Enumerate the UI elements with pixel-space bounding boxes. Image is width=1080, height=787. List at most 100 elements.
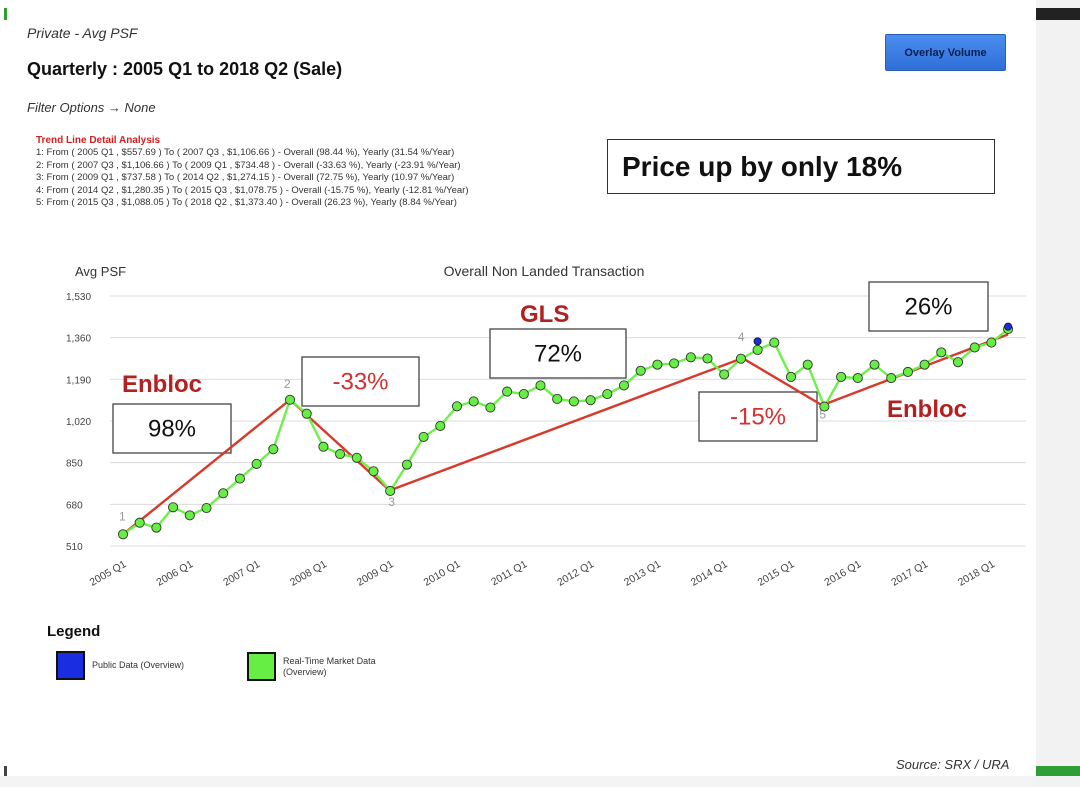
trend-marker-label: 5	[819, 407, 826, 421]
x-axis-ticks: 2005 Q1 2006 Q1 2007 Q1 2008 Q1 2009 Q1 2010 …	[88, 558, 997, 589]
annotation-box	[698, 391, 818, 442]
bottom-edge-strip	[0, 776, 1036, 787]
data-point	[719, 369, 730, 380]
x-tick-label: 2011 Q1	[489, 558, 529, 588]
trend-marker-label: 1	[119, 509, 126, 523]
y-tick-label: 1,190	[66, 375, 91, 386]
right-edge-green-bar	[1036, 766, 1080, 776]
annotation-labels: Enbloc 98% -33% GLS 72% -15% Enbloc 26%	[122, 294, 967, 443]
data-point	[769, 337, 780, 348]
data-point	[635, 365, 646, 376]
data-point	[869, 359, 880, 370]
y-tick-label: 1,360	[66, 334, 91, 345]
data-point	[168, 502, 179, 513]
data-point	[652, 359, 663, 370]
data-point	[184, 510, 195, 521]
data-point	[117, 529, 129, 540]
data-point	[602, 388, 613, 400]
data-points	[117, 322, 1014, 540]
filter-options[interactable]: Filter Options → None	[27, 100, 156, 115]
data-point	[785, 371, 797, 382]
annotation-percent: -15%	[730, 404, 786, 431]
legend-label-realtime: Real-Time Market Data (Overview)	[283, 655, 376, 677]
data-point	[268, 444, 279, 455]
data-point	[435, 420, 446, 431]
data-point	[836, 371, 847, 382]
data-point	[301, 408, 312, 419]
trend-line-4	[740, 356, 826, 408]
annotation-boxes	[112, 281, 989, 454]
legend-swatch-realtime	[247, 652, 276, 681]
left-edge-dark-tick	[4, 766, 7, 778]
trend-line-1	[122, 398, 291, 536]
legend-item-realtime[interactable]: Real-Time Market Data (Overview)	[247, 652, 403, 681]
data-point	[134, 517, 145, 528]
data-point	[201, 502, 212, 514]
trend-analysis-heading[interactable]: Trend Line Detail Analysis	[36, 135, 161, 146]
trend-line-3	[389, 357, 742, 492]
x-tick-label: 2005 Q1	[88, 558, 129, 589]
data-point	[468, 396, 479, 407]
x-tick-label: 2008 Q1	[288, 558, 329, 589]
legend-title: Legend	[47, 623, 101, 640]
y-axis-label: Avg PSF	[75, 264, 126, 279]
y-tick-label: 850	[66, 459, 83, 470]
x-tick-label: 2014 Q1	[689, 558, 730, 589]
y-tick-label: 1,530	[66, 292, 91, 303]
x-tick-label: 2007 Q1	[221, 558, 262, 589]
left-edge-green-tick	[4, 8, 7, 20]
data-point	[535, 380, 546, 391]
annotation-box	[868, 281, 989, 332]
data-point	[585, 395, 596, 406]
data-point	[952, 357, 964, 368]
annotation-percent: 98%	[148, 416, 196, 443]
public-data-point	[1004, 322, 1013, 331]
y-axis-ticks: 510 680 850 1,020 1,190 1,360 1,530	[66, 292, 91, 553]
trend-marker-label: 4	[738, 330, 745, 344]
data-point	[251, 458, 262, 469]
annotation-percent: 72%	[534, 341, 582, 368]
y-tick-label: 510	[66, 542, 83, 553]
trend-line-3: 3: From ( 2009 Q1 , $737.58 ) To ( 2014 …	[36, 172, 455, 184]
x-tick-label: 2010 Q1	[422, 558, 463, 589]
annotation-label: Enbloc	[122, 371, 202, 398]
price-callout-box: Price up by only 18%	[607, 139, 995, 194]
data-point	[218, 488, 229, 499]
legend-swatch-public	[56, 651, 85, 680]
data-point	[368, 466, 379, 477]
data-point	[986, 337, 997, 348]
data-point	[752, 344, 763, 355]
right-edge-dark-bar	[1036, 8, 1080, 20]
data-point	[385, 485, 396, 497]
x-tick-label: 2018 Q1	[956, 558, 997, 589]
page-title: Quarterly : 2005 Q1 to 2018 Q2 (Sale)	[27, 59, 343, 79]
data-point	[401, 459, 412, 470]
price-callout-text: Price up by only 18%	[622, 150, 903, 182]
data-point	[852, 373, 863, 384]
data-point	[819, 401, 830, 412]
data-point	[151, 522, 162, 533]
right-edge-strip	[1036, 0, 1080, 787]
legend-label-public: Public Data (Overview)	[92, 660, 185, 670]
data-point	[702, 353, 713, 364]
trend-line-2: 2: From ( 2007 Q3 , $1,106.66 ) To ( 200…	[36, 159, 461, 171]
legend-item-public[interactable]: Public Data (Overview)	[56, 651, 212, 680]
chart-subtitle: Private - Avg PSF	[27, 25, 138, 41]
annotation-percent: 26%	[904, 294, 952, 321]
annotation-box	[112, 403, 232, 454]
data-point	[936, 347, 947, 358]
data-point	[485, 402, 496, 413]
data-point	[685, 352, 696, 363]
source-credit: Source: SRX / URA	[896, 757, 1010, 772]
data-point	[502, 386, 513, 397]
annotation-label: Enbloc	[887, 396, 967, 423]
overlay-volume-button[interactable]: Overlay Volume	[885, 34, 1006, 71]
public-data-point	[753, 337, 762, 346]
x-tick-label: 2013 Q1	[622, 558, 663, 589]
data-point	[418, 431, 429, 442]
data-point	[919, 359, 930, 370]
data-point	[351, 452, 362, 463]
annotation-box	[489, 328, 627, 379]
x-tick-label: 2012 Q1	[555, 558, 596, 589]
